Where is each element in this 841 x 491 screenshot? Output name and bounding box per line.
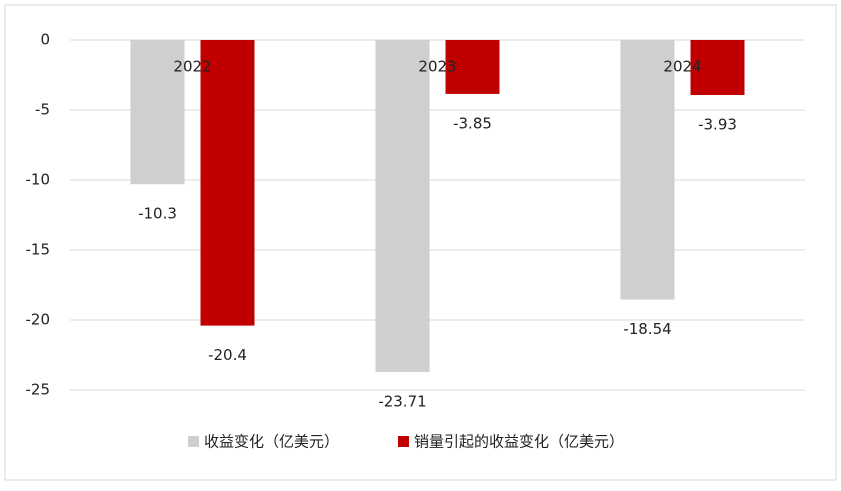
bar <box>620 40 675 300</box>
x-tick-label: 2023 <box>418 58 456 76</box>
bar <box>445 40 500 94</box>
data-label: -3.93 <box>698 116 737 134</box>
y-tick-label: 0 <box>40 31 50 49</box>
data-label: -3.85 <box>453 114 492 132</box>
data-label: -20.4 <box>208 346 247 364</box>
bar <box>200 40 255 326</box>
data-label: -23.71 <box>378 392 426 410</box>
x-tick-label: 2024 <box>663 58 701 76</box>
bar <box>690 40 745 96</box>
data-label: -18.54 <box>623 320 671 338</box>
y-tick-label: -20 <box>26 311 51 329</box>
bar <box>130 40 185 185</box>
y-tick-label: -5 <box>35 101 50 119</box>
legend-swatch <box>398 436 409 447</box>
bar <box>375 40 430 372</box>
y-tick-label: -25 <box>26 381 51 399</box>
legend-label: 收益变化（亿美元） <box>204 433 339 451</box>
legend-label: 销量引起的收益变化（亿美元） <box>414 433 624 451</box>
data-label: -10.3 <box>138 205 177 223</box>
y-tick-label: -10 <box>26 171 51 189</box>
y-tick-label: -15 <box>26 241 51 259</box>
x-tick-label: 2022 <box>173 58 211 76</box>
legend-swatch <box>188 436 199 447</box>
